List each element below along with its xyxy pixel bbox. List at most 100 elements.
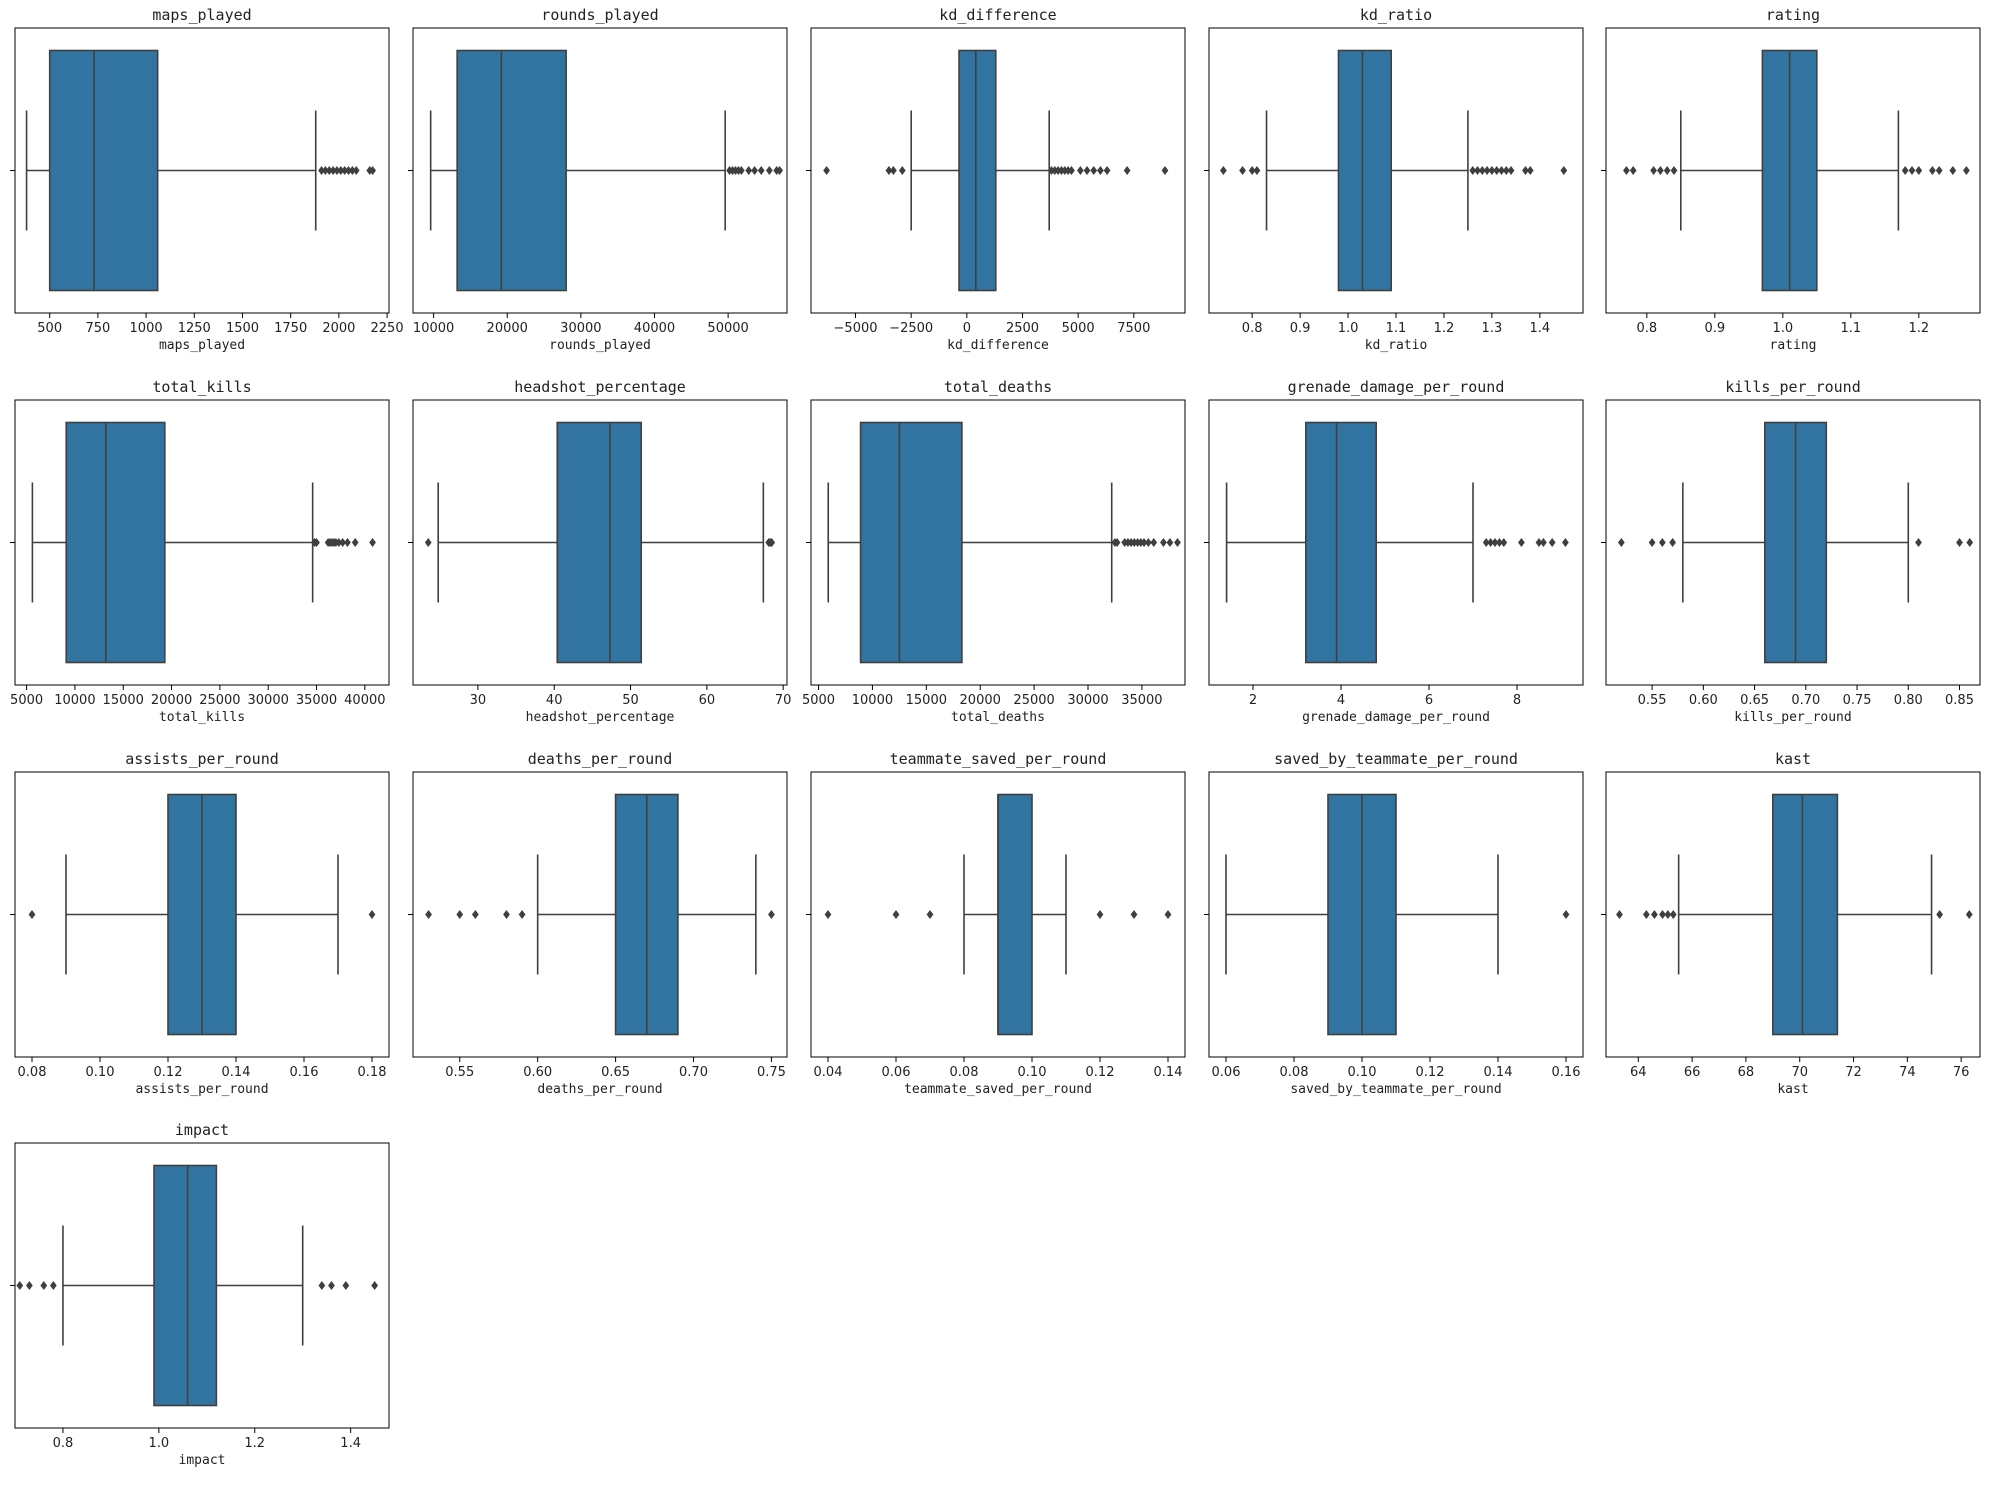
x-tick-label: 1.0	[1338, 321, 1359, 336]
outlier-point	[1174, 538, 1181, 547]
x-tick-label: 0.10	[86, 1065, 115, 1080]
outlier-point	[1164, 910, 1172, 919]
x-tick-label: 0.70	[679, 1065, 708, 1080]
outlier-point	[1493, 166, 1501, 175]
outlier-point	[1663, 166, 1671, 175]
outlier-point	[1669, 910, 1677, 919]
outlier-point	[342, 1281, 350, 1290]
outlier-point	[351, 538, 359, 547]
outlier-point	[1659, 910, 1666, 919]
x-tick-label: 7500	[1117, 321, 1150, 336]
x-axis-label: impact	[179, 1453, 226, 1468]
x-axis-label: assists_per_round	[135, 1082, 268, 1097]
x-tick-label: 0.8	[1242, 321, 1263, 336]
outlier-point	[471, 910, 479, 919]
plot-frame	[412, 771, 788, 1058]
x-tick-label: 0.08	[18, 1065, 47, 1080]
outlier-point	[1166, 538, 1174, 547]
outlier-point	[1650, 166, 1657, 175]
x-tick-label: 30000	[248, 693, 289, 708]
x-tick-label: 0.85	[1945, 693, 1974, 708]
outlier-point	[325, 166, 333, 175]
x-tick-label: 76	[1953, 1065, 1970, 1080]
outlier-point	[16, 1281, 24, 1290]
x-tick-label: 0.14	[1154, 1065, 1183, 1080]
outlier-point	[1658, 538, 1666, 547]
plot-frame	[810, 399, 1186, 686]
outlier-point	[1090, 166, 1098, 175]
subplot-rounds_played: rounds_played 10000 20000 30000 40000 50000 ro…	[408, 6, 788, 353]
outlier-point	[751, 166, 758, 175]
outlier-point	[1651, 910, 1658, 919]
x-tick-label: 0.06	[1212, 1065, 1241, 1080]
plot-frame	[412, 399, 788, 686]
x-tick-label: 74	[1899, 1065, 1916, 1080]
x-tick-label: 1.1	[1386, 321, 1407, 336]
x-tick-label: 64	[1630, 1065, 1647, 1080]
outlier-point	[1474, 166, 1481, 175]
outlier-point	[369, 166, 376, 175]
outlier-point	[1488, 166, 1496, 175]
plot-frame	[810, 771, 1186, 1058]
outlier-point	[1535, 538, 1543, 547]
x-tick-label: 1.2	[244, 1436, 265, 1451]
outlier-point	[1956, 538, 1963, 547]
subplot-rating: rating 0.8 0.9 1.0 1.1 1.2 rating	[1601, 6, 1981, 353]
iqr-box	[65, 421, 166, 664]
outlier-point	[1248, 166, 1256, 175]
outlier-point	[49, 1281, 57, 1290]
outlier-point	[337, 166, 345, 175]
x-tick-label: 5000	[10, 693, 43, 708]
outlier-point	[1936, 910, 1944, 919]
outlier-point	[1670, 166, 1678, 175]
x-tick-label: 35000	[296, 693, 337, 708]
x-tick-label: 2250	[371, 321, 404, 336]
x-tick-label: 70	[775, 693, 792, 708]
outlier-point	[1469, 166, 1477, 175]
outlier-point	[1915, 166, 1923, 175]
x-tick-label: 0.80	[1894, 693, 1923, 708]
x-tick-label: 40	[546, 693, 563, 708]
outlier-point	[1562, 538, 1569, 547]
outlier-point	[345, 166, 352, 175]
outlier-point	[1966, 538, 1974, 547]
outlier-point	[344, 538, 351, 547]
x-tick-label: 15000	[103, 693, 144, 708]
x-tick-label: 20000	[151, 693, 192, 708]
x-tick-label: 0.08	[1280, 1065, 1309, 1080]
x-tick-label: 4	[1337, 693, 1345, 708]
x-tick-label: 1.2	[1434, 321, 1455, 336]
iqr-box	[153, 1164, 218, 1407]
outlier-point	[1502, 166, 1510, 175]
x-axis-label: maps_played	[159, 338, 245, 353]
x-tick-label: 500	[37, 321, 62, 336]
plot-frame	[1208, 771, 1584, 1058]
outlier-point	[1498, 166, 1505, 175]
plot-frame	[1605, 27, 1981, 314]
plot-frame	[810, 27, 1186, 314]
subplot-title: total_kills	[152, 378, 251, 396]
subplot-saved_by_teammate_per_round: saved_by_teammate_per_round 0.06 0.08 0.10 0…	[1204, 750, 1584, 1097]
x-tick-label: 8	[1513, 693, 1521, 708]
subplot-kast: kast 64 66 68 70 72 74 76 kast	[1601, 750, 1981, 1097]
x-tick-label: 0.55	[1638, 693, 1667, 708]
x-tick-label: 5000	[802, 693, 835, 708]
x-tick-label: 0.75	[1843, 693, 1872, 708]
outlier-point	[1478, 166, 1486, 175]
plot-frame	[14, 1142, 390, 1429]
outlier-point	[1540, 538, 1547, 547]
x-tick-label: 0.60	[1689, 693, 1718, 708]
x-tick-label: 20000	[487, 321, 528, 336]
outlier-point	[1253, 166, 1261, 175]
x-tick-label: 2000	[322, 321, 355, 336]
x-axis-label: kast	[1777, 1082, 1808, 1097]
x-tick-label: 750	[85, 321, 110, 336]
subplot-title: maps_played	[152, 6, 251, 24]
outlier-point	[823, 166, 830, 175]
x-tick-label: 50	[622, 693, 639, 708]
subplot-total_deaths: total_deaths 5000 10000 15000 20000 25000 3000…	[802, 378, 1186, 725]
plot-frame	[1605, 399, 1981, 686]
x-tick-label: 0.60	[523, 1065, 552, 1080]
plot-frame	[1208, 399, 1584, 686]
iqr-box	[1337, 49, 1393, 292]
